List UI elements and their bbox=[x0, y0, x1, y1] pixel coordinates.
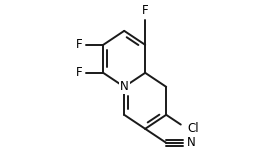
Text: Cl: Cl bbox=[187, 122, 199, 135]
Text: N: N bbox=[187, 136, 196, 149]
Text: N: N bbox=[120, 80, 129, 93]
Text: F: F bbox=[142, 4, 148, 17]
Text: F: F bbox=[76, 38, 82, 51]
Text: F: F bbox=[76, 66, 82, 79]
